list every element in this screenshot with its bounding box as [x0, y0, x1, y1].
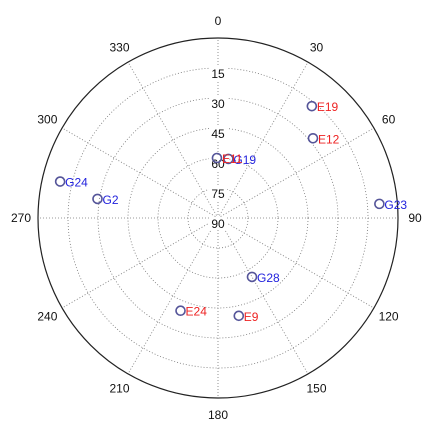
- elevation-tick-label: 30: [211, 97, 225, 111]
- plot-outline: [37, 37, 399, 399]
- azimuth-tick-labels: 0 30 60 90 120 150 180 210 240 270 300 330: [11, 14, 422, 422]
- azimuth-tick-label: 30: [310, 40, 324, 54]
- satellite-label: G2: [103, 193, 119, 207]
- satellite-marker: [307, 132, 319, 144]
- outer-circle: [37, 37, 399, 399]
- azimuth-grid-spoke: [217, 217, 375, 309]
- azimuth-tick-label: 180: [208, 408, 228, 422]
- azimuth-tick-label: 90: [408, 211, 422, 225]
- azimuth-tick-label: 240: [37, 310, 57, 324]
- azimuth-grid-spoke: [61, 217, 219, 309]
- elevation-tick-label: 15: [211, 67, 225, 81]
- azimuth-grid-spoke: [217, 127, 375, 219]
- satellite-label: E19: [317, 100, 339, 114]
- satellite-label: E24: [186, 305, 208, 319]
- satellite-marker: [223, 153, 234, 165]
- azimuth-tick-label: 0: [215, 14, 222, 28]
- azimuth-grid-spoke: [127, 217, 219, 375]
- azimuth-grid-spoke: [127, 61, 219, 219]
- polar-grid: [38, 38, 398, 398]
- elevation-label-background: [209, 97, 227, 110]
- elevation-label-background: [209, 67, 227, 80]
- azimuth-tick-label: 120: [379, 310, 399, 324]
- azimuth-tick-label: 150: [306, 382, 326, 396]
- satellite-label: G23: [384, 198, 407, 212]
- elevation-label-background: [209, 187, 227, 200]
- satellite-marker: [374, 198, 385, 210]
- azimuth-tick-label: 60: [382, 113, 396, 127]
- azimuth-grid-spoke: [217, 217, 309, 375]
- azimuth-grid-spoke: [217, 61, 309, 219]
- elevation-tick-label: 75: [211, 187, 225, 201]
- satellite-marker: [54, 176, 66, 187]
- satellite-marker: [175, 305, 186, 317]
- satellite-marker: [233, 310, 245, 322]
- azimuth-tick-label: 210: [109, 382, 129, 396]
- elevation-tick-label: 45: [211, 127, 225, 141]
- satellite-label: G19: [233, 153, 256, 167]
- satellite-marker: [306, 100, 318, 112]
- satellite-label: E11: [222, 152, 243, 166]
- satellite-label: E12: [318, 132, 340, 146]
- satellite-marker: [92, 193, 103, 205]
- satellite-marker: [211, 152, 223, 164]
- satellite-label: G28: [257, 271, 280, 285]
- elevation-label-background: [209, 127, 227, 140]
- azimuth-tick-label: 300: [37, 113, 57, 127]
- elevation-label-background: [209, 217, 227, 230]
- elevation-tick-label: 90: [211, 217, 225, 231]
- satellite-marker: [246, 271, 258, 283]
- azimuth-grid-spoke: [61, 127, 219, 219]
- azimuth-tick-label: 330: [109, 40, 129, 54]
- satellite-label: E9: [244, 310, 259, 324]
- satellite-label: G24: [65, 176, 88, 190]
- azimuth-tick-label: 270: [11, 211, 31, 225]
